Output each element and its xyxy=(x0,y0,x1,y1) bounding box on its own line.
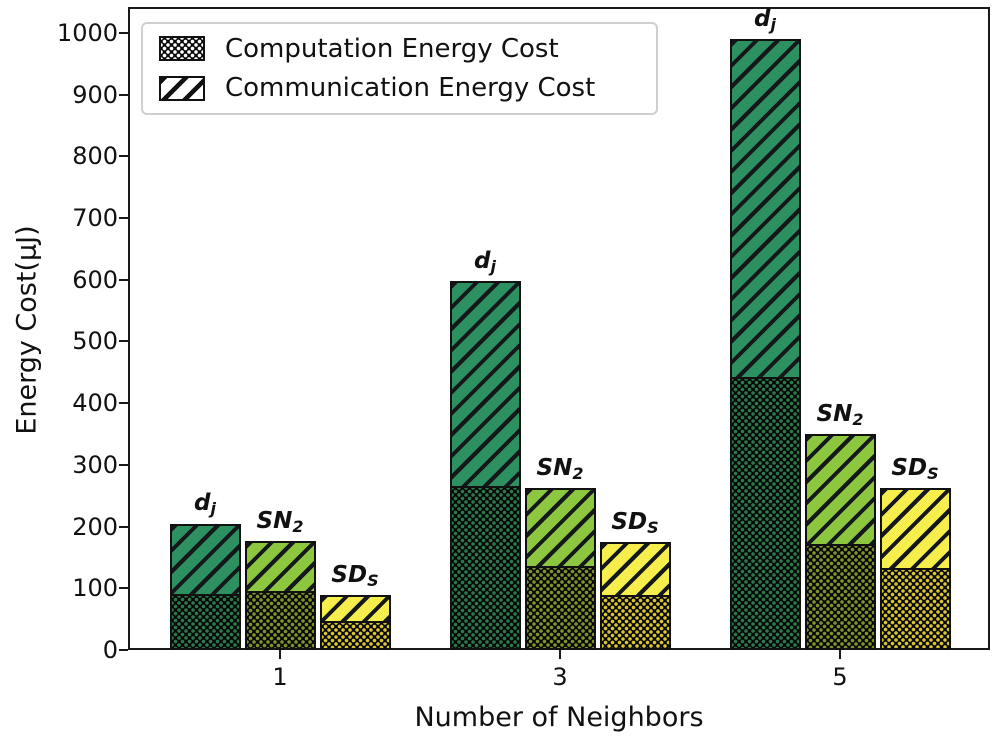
bar-segment-communication xyxy=(526,490,594,567)
y-tick-label: 400 xyxy=(72,389,118,418)
y-tick-label: 200 xyxy=(72,512,118,541)
y-tick-mark xyxy=(119,463,128,466)
y-tick-label: 300 xyxy=(72,450,118,479)
x-tick-label: 5 xyxy=(832,663,848,691)
bar-SN2-group3 xyxy=(524,488,596,650)
y-tick-label: 900 xyxy=(72,80,118,109)
bar-segment-computation xyxy=(601,594,669,648)
legend-item-computation: Computation Energy Cost xyxy=(159,34,640,64)
bar-segment-computation xyxy=(731,377,799,648)
bar-segment-computation xyxy=(526,566,594,648)
bar-label-SN2: SN2 xyxy=(816,401,864,430)
y-tick-label: 0 xyxy=(102,636,118,664)
bar-segment-communication xyxy=(881,489,949,568)
y-tick-mark xyxy=(119,278,128,281)
y-axis-label: Energy Cost(μJ) xyxy=(11,225,43,435)
bar-label-dj: dj xyxy=(474,247,496,276)
y-tick-label: 100 xyxy=(72,574,118,603)
legend-item-communication: Communication Energy Cost xyxy=(159,73,640,103)
bar-SN2-group1 xyxy=(244,540,316,650)
y-tick-label: 1000 xyxy=(56,18,118,47)
y-tick-label: 800 xyxy=(72,142,118,171)
bar-segment-computation xyxy=(881,567,949,648)
y-tick-mark xyxy=(119,649,128,651)
legend-label-computation: Computation Energy Cost xyxy=(225,33,559,64)
bar-SDS-group1 xyxy=(319,595,391,650)
bar-SDS-group5 xyxy=(879,487,951,650)
bar-label-SDS: SDS xyxy=(891,454,939,483)
bar-label-dj: dj xyxy=(194,490,216,519)
y-tick-mark xyxy=(119,93,128,96)
x-tick-label: 3 xyxy=(552,663,568,691)
x-axis-label: Number of Neighbors xyxy=(414,702,704,733)
bar-segment-computation xyxy=(321,620,389,648)
legend-label-communication: Communication Energy Cost xyxy=(225,73,596,104)
y-tick-mark xyxy=(119,402,128,405)
bar-label-SDS: SDS xyxy=(331,562,379,591)
bar-SDS-group3 xyxy=(599,542,671,650)
bar-segment-computation xyxy=(246,590,314,648)
y-tick-mark xyxy=(119,217,128,220)
communication-hatch-swatch-icon xyxy=(159,75,205,101)
bars-layer: dj SN2 SDS dj SN2 SDS dj SN2 SDS xyxy=(128,6,990,650)
x-tick-label: 1 xyxy=(272,663,288,691)
y-tick-mark xyxy=(119,340,128,343)
bar-segment-computation xyxy=(451,485,519,648)
bar-segment-communication xyxy=(601,544,669,595)
bar-segment-communication xyxy=(731,41,799,378)
y-tick-label: 600 xyxy=(72,265,118,294)
y-tick-mark xyxy=(119,155,128,158)
x-tick-mark xyxy=(839,650,841,659)
bar-SN2-group5 xyxy=(804,434,876,650)
bar-label-SDS: SDS xyxy=(611,509,659,537)
bar-label-dj: dj xyxy=(754,6,776,35)
bar-segment-computation xyxy=(806,544,874,648)
y-tick-mark xyxy=(119,587,128,590)
y-tick-mark xyxy=(119,525,128,528)
bar-dj-group1 xyxy=(169,523,241,650)
y-tick-mark xyxy=(119,31,128,34)
bar-label-SN2: SN2 xyxy=(256,507,304,536)
y-tick-label: 700 xyxy=(72,204,118,233)
bar-segment-communication xyxy=(806,436,874,545)
bar-label-SN2: SN2 xyxy=(536,455,584,484)
y-tick-label: 500 xyxy=(72,327,118,356)
computation-dots-swatch-icon xyxy=(159,36,205,62)
bar-segment-communication xyxy=(171,525,239,595)
legend: Computation Energy Cost Communication En… xyxy=(141,22,658,115)
bar-segment-computation xyxy=(171,594,239,648)
bar-segment-communication xyxy=(451,283,519,486)
bar-dj-group3 xyxy=(449,281,521,650)
bar-segment-communication xyxy=(321,597,389,621)
bar-segment-communication xyxy=(246,542,314,591)
x-tick-mark xyxy=(559,650,561,659)
bar-dj-group5 xyxy=(729,39,801,650)
x-tick-mark xyxy=(279,650,281,659)
